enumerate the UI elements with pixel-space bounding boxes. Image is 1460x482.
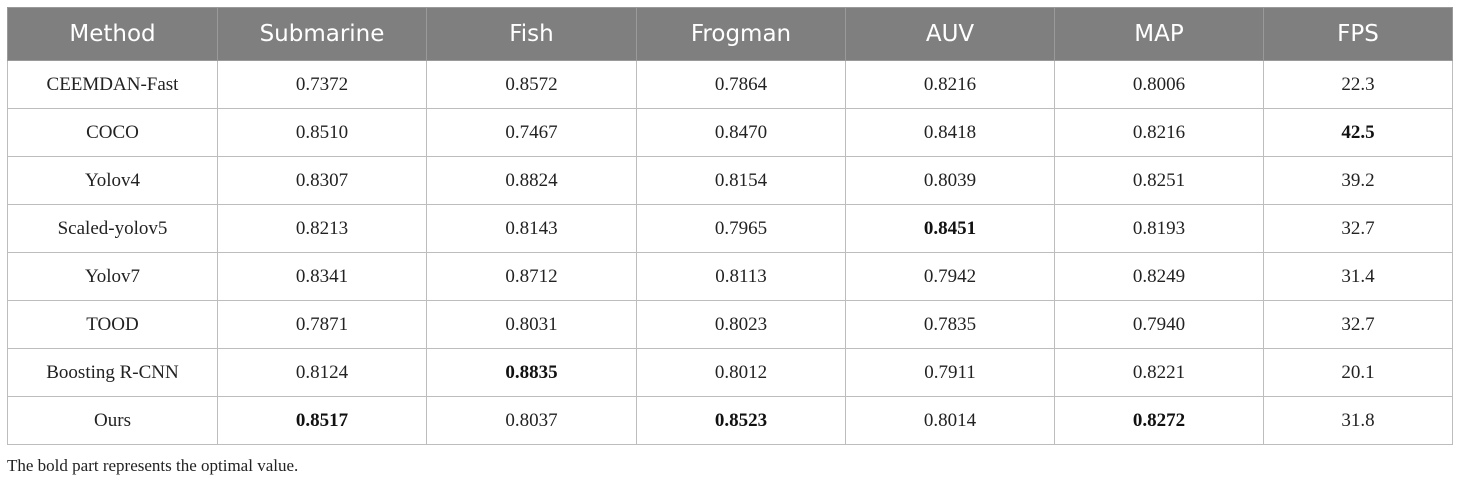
value-cell: 0.8572 [426, 60, 637, 109]
table-row: Yolov4 0.8307 0.8824 0.8154 0.8039 0.8251 39.2 [7, 156, 1453, 205]
results-table: Method Submarine Fish Frogman AUV MAP FPS CEEM… [7, 7, 1453, 445]
column-header: AUV [845, 7, 1055, 61]
value-cell: 0.8031 [426, 300, 637, 349]
value-cell: 0.8341 [217, 252, 427, 301]
value-cell: 0.8023 [636, 300, 846, 349]
method-cell: Scaled-yolov5 [7, 204, 218, 253]
value-cell: 0.7467 [426, 108, 637, 157]
value-cell: 31.8 [1263, 396, 1453, 445]
value-cell: 0.8113 [636, 252, 846, 301]
table-row: CEEMDAN-Fast 0.7372 0.8572 0.7864 0.8216 0.80… [7, 60, 1453, 109]
value-cell: 0.8470 [636, 108, 846, 157]
value-cell: 0.8213 [217, 204, 427, 253]
value-cell: 0.8824 [426, 156, 637, 205]
table-body: CEEMDAN-Fast 0.7372 0.8572 0.7864 0.8216 0.80… [7, 60, 1453, 445]
value-cell: 0.8012 [636, 348, 846, 397]
column-header: Method [7, 7, 218, 61]
value-cell: 0.7871 [217, 300, 427, 349]
value-cell: 0.8006 [1054, 60, 1264, 109]
value-cell: 0.7372 [217, 60, 427, 109]
table-header-row: Method Submarine Fish Frogman AUV MAP FPS [7, 7, 1453, 61]
value-cell: 0.8307 [217, 156, 427, 205]
table-row: COCO 0.8510 0.7467 0.8470 0.8418 0.8216 42.5 [7, 108, 1453, 157]
value-cell: 0.8143 [426, 204, 637, 253]
value-cell: 32.7 [1263, 204, 1453, 253]
column-header: Frogman [636, 7, 846, 61]
value-cell: 0.8221 [1054, 348, 1264, 397]
method-cell: Boosting R-CNN [7, 348, 218, 397]
method-cell: Yolov4 [7, 156, 218, 205]
value-cell: 0.8216 [1054, 108, 1264, 157]
method-cell: COCO [7, 108, 218, 157]
column-header: Submarine [217, 7, 427, 61]
value-cell: 0.8835 [426, 348, 637, 397]
table-row: Boosting R-CNN 0.8124 0.8835 0.8012 0.7911 0.… [7, 348, 1453, 397]
value-cell: 0.8712 [426, 252, 637, 301]
column-header: Fish [426, 7, 637, 61]
table-row: Scaled-yolov5 0.8213 0.8143 0.7965 0.8451 0.8… [7, 204, 1453, 253]
value-cell: 0.7942 [845, 252, 1055, 301]
value-cell: 0.8193 [1054, 204, 1264, 253]
method-cell: TOOD [7, 300, 218, 349]
value-cell: 0.7965 [636, 204, 846, 253]
value-cell: 32.7 [1263, 300, 1453, 349]
value-cell: 0.7835 [845, 300, 1055, 349]
value-cell: 0.8418 [845, 108, 1055, 157]
value-cell: 0.8124 [217, 348, 427, 397]
results-table-container: Method Submarine Fish Frogman AUV MAP FPS CEEM… [7, 7, 1453, 445]
value-cell: 0.7864 [636, 60, 846, 109]
method-cell: Ours [7, 396, 218, 445]
value-cell: 39.2 [1263, 156, 1453, 205]
value-cell: 0.8249 [1054, 252, 1264, 301]
table-row: Ours 0.8517 0.8037 0.8523 0.8014 0.8272 31.8 [7, 396, 1453, 445]
table-row: TOOD 0.7871 0.8031 0.8023 0.7835 0.7940 32.7 [7, 300, 1453, 349]
method-cell: Yolov7 [7, 252, 218, 301]
value-cell: 0.8510 [217, 108, 427, 157]
value-cell: 0.8216 [845, 60, 1055, 109]
value-cell: 0.8272 [1054, 396, 1264, 445]
value-cell: 0.8154 [636, 156, 846, 205]
method-cell: CEEMDAN-Fast [7, 60, 218, 109]
value-cell: 0.8451 [845, 204, 1055, 253]
value-cell: 0.7940 [1054, 300, 1264, 349]
value-cell: 0.8523 [636, 396, 846, 445]
table-footnote: The bold part represents the optimal val… [7, 456, 299, 475]
value-cell: 0.8037 [426, 396, 637, 445]
column-header: FPS [1263, 7, 1453, 61]
value-cell: 31.4 [1263, 252, 1453, 301]
value-cell: 20.1 [1263, 348, 1453, 397]
value-cell: 42.5 [1263, 108, 1453, 157]
value-cell: 22.3 [1263, 60, 1453, 109]
column-header: MAP [1054, 7, 1264, 61]
value-cell: 0.8039 [845, 156, 1055, 205]
value-cell: 0.7911 [845, 348, 1055, 397]
value-cell: 0.8517 [217, 396, 427, 445]
value-cell: 0.8251 [1054, 156, 1264, 205]
table-row: Yolov7 0.8341 0.8712 0.8113 0.7942 0.8249 31.4 [7, 252, 1453, 301]
value-cell: 0.8014 [845, 396, 1055, 445]
